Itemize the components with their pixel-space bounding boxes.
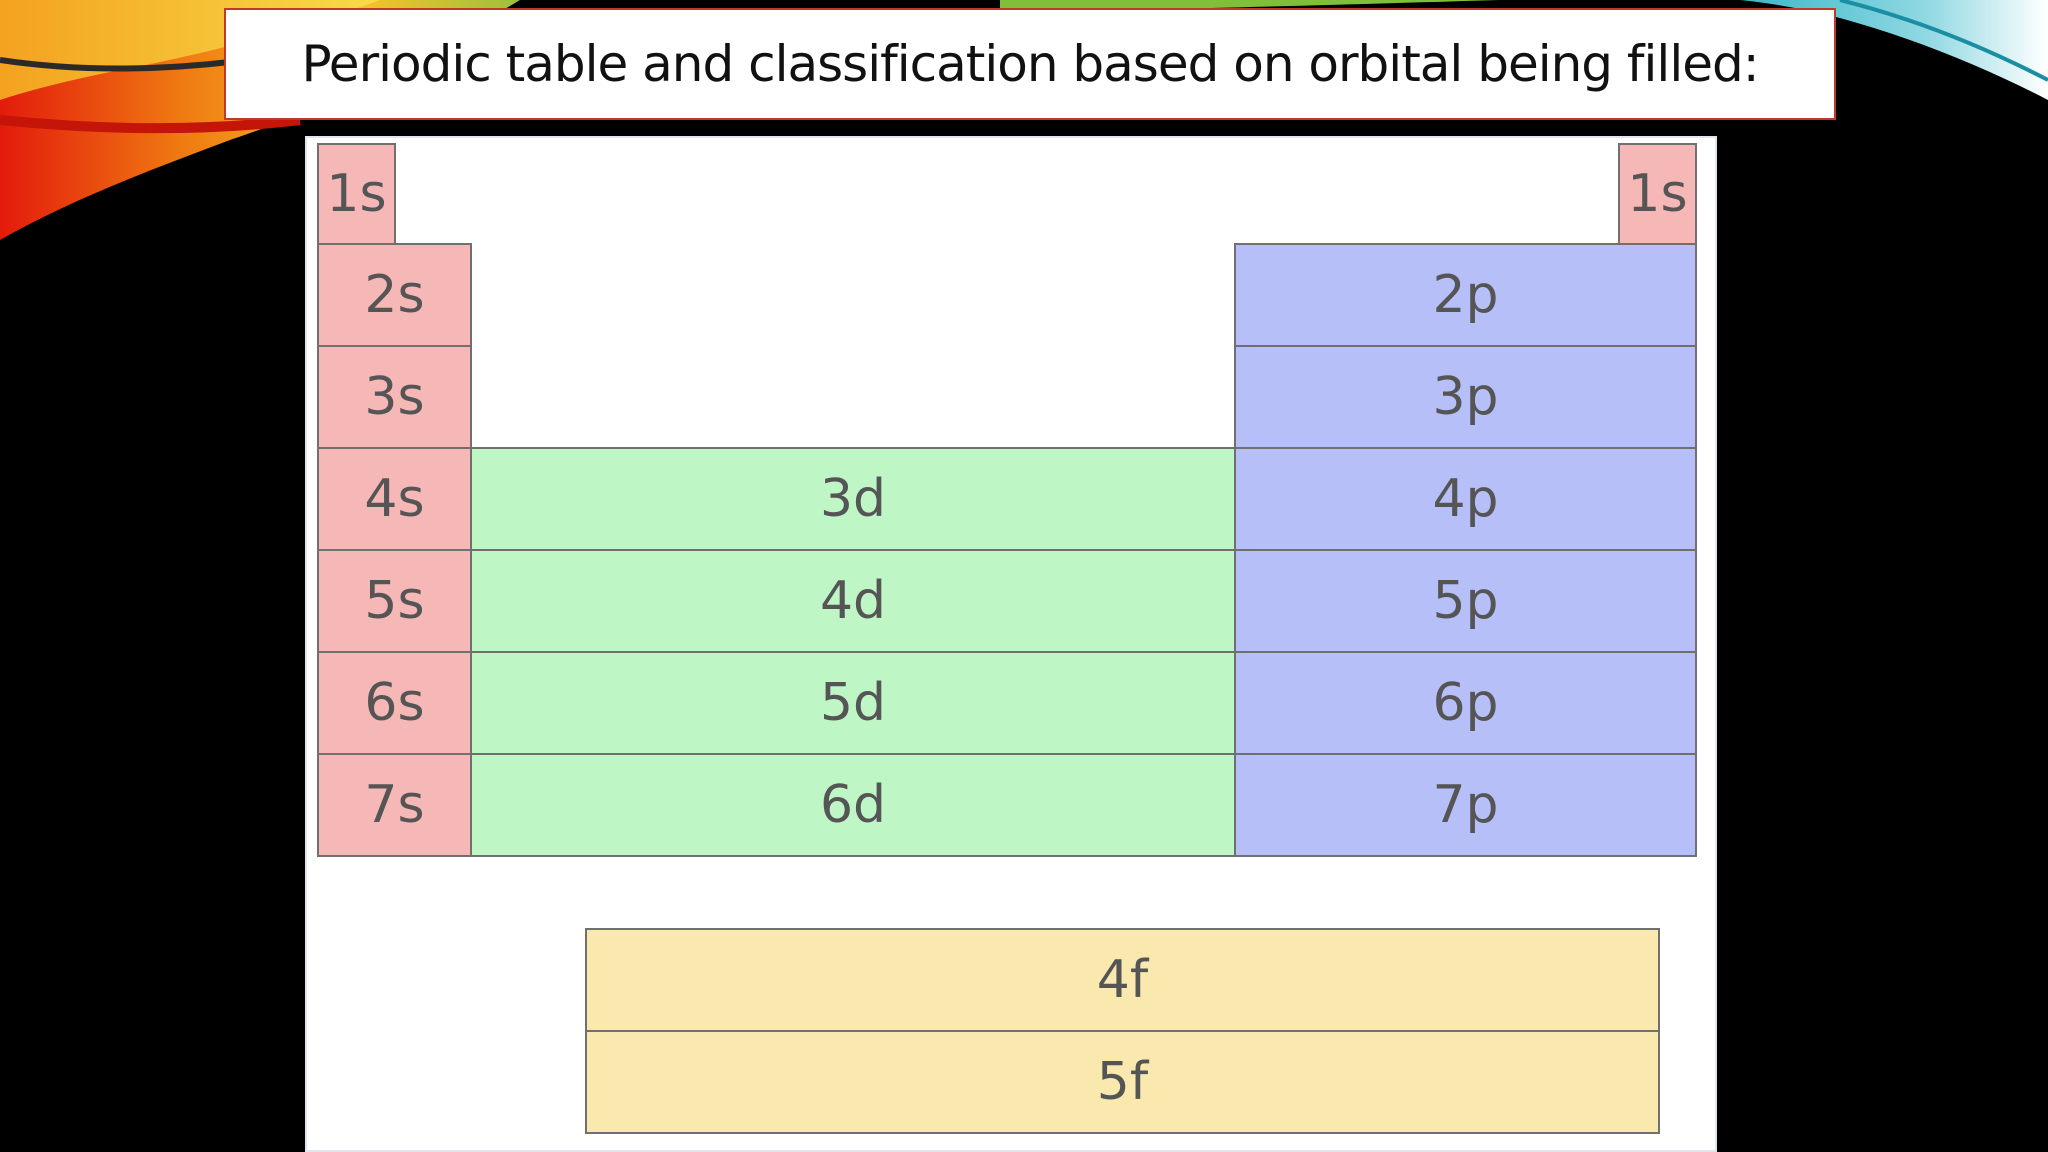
p-block-cell-7p: 7p xyxy=(1234,753,1697,857)
s-block-cell-3s: 3s xyxy=(317,345,472,449)
d-block-cell-3d: 3d xyxy=(470,447,1236,551)
d-block-cell-4d: 4d xyxy=(470,549,1236,653)
s-block-cell-7s: 7s xyxy=(317,753,472,857)
s-block-cell-6s: 6s xyxy=(317,651,472,755)
p-block-cell-5p: 5p xyxy=(1234,549,1697,653)
d-block-cell-6d: 6d xyxy=(470,753,1236,857)
title-box: Periodic table and classification based … xyxy=(224,8,1836,120)
f-block-cell-4f: 4f xyxy=(585,928,1660,1032)
s-block-cell-2s: 2s xyxy=(317,243,472,347)
s-block-cell-1s: 1s xyxy=(317,143,396,245)
p-block-cell-2p: 2p xyxy=(1234,243,1697,347)
periodic-table-diagram: 1s 2s 3s 4s 5s 6s 7s 1s 2p 3p 4p 5p 6p 7… xyxy=(305,136,1717,1152)
p-block-cell-6p: 6p xyxy=(1234,651,1697,755)
p-block-cell-3p: 3p xyxy=(1234,345,1697,449)
s-block-cell-5s: 5s xyxy=(317,549,472,653)
slide-title: Periodic table and classification based … xyxy=(301,35,1759,93)
d-block-cell-5d: 5d xyxy=(470,651,1236,755)
s-block-cell-1s-right: 1s xyxy=(1618,143,1697,245)
f-block-cell-5f: 5f xyxy=(585,1030,1660,1134)
p-block-cell-4p: 4p xyxy=(1234,447,1697,551)
s-block-cell-4s: 4s xyxy=(317,447,472,551)
